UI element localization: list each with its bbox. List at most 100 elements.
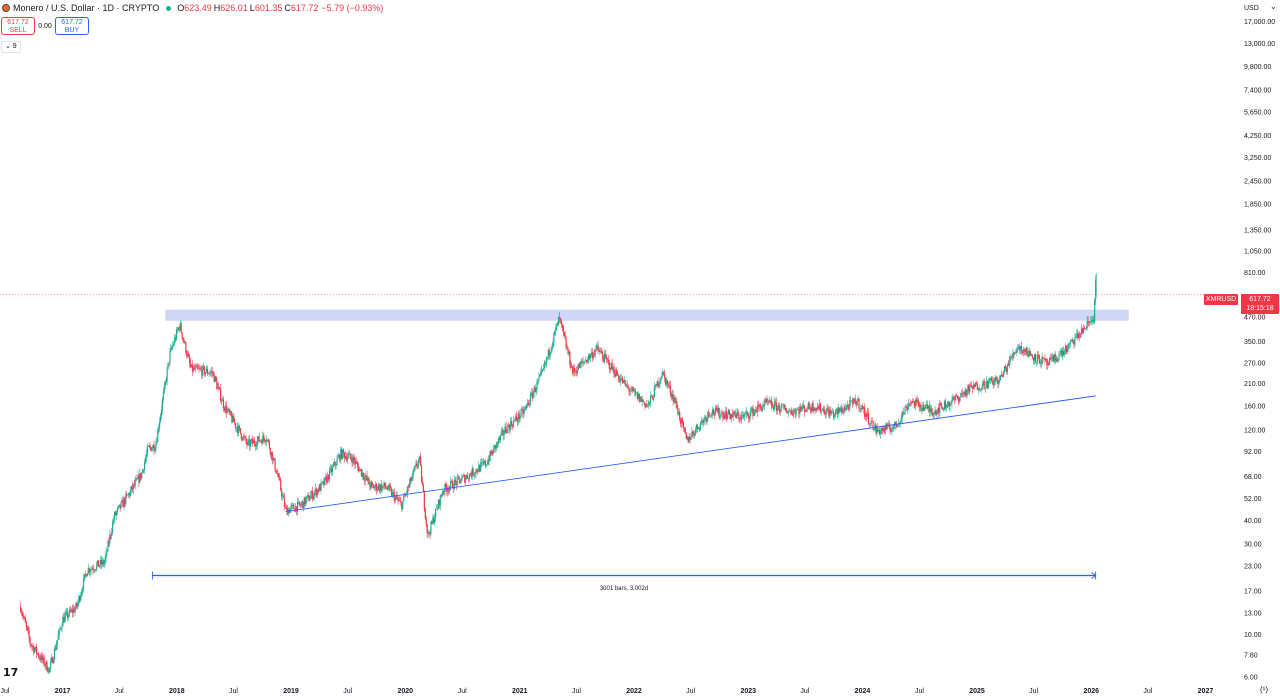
candle-body	[740, 418, 742, 420]
time-tick-label: 2027	[1198, 688, 1214, 695]
candle-body	[354, 460, 356, 465]
candle-body	[485, 464, 487, 466]
price-tick-label: 270.00	[1244, 360, 1266, 367]
candle-body	[713, 413, 716, 415]
candle-body	[1044, 358, 1046, 361]
candle-body	[46, 661, 48, 671]
price-tick-label: 30.00	[1244, 542, 1262, 549]
candle-body	[566, 347, 568, 349]
candle-body	[99, 559, 102, 566]
candle-body	[747, 413, 749, 418]
candle-body	[1028, 351, 1030, 358]
time-tick-label: 2017	[55, 688, 71, 695]
candle-body	[1080, 327, 1083, 335]
candle-body	[603, 358, 605, 362]
candle-body	[97, 560, 99, 565]
candle-body	[147, 445, 149, 447]
candle-body	[521, 409, 523, 410]
candle-body	[97, 560, 100, 567]
candle-body	[476, 469, 478, 472]
candle-body	[261, 440, 263, 444]
candle-body	[1000, 374, 1002, 376]
candle-body	[676, 401, 678, 409]
candle-body	[777, 404, 779, 407]
candle-body	[80, 595, 82, 601]
candle-body	[503, 433, 505, 435]
candle-body	[990, 377, 993, 381]
candle-body	[72, 608, 74, 613]
candle-body	[859, 408, 861, 410]
candle-body	[1057, 359, 1059, 362]
candle-body	[221, 399, 224, 402]
candle-body	[1067, 344, 1069, 349]
candle-body	[464, 475, 466, 483]
candle-body	[429, 533, 431, 535]
time-tick-label: 2019	[283, 688, 299, 695]
candle-body	[828, 410, 830, 417]
candle-body	[51, 657, 54, 664]
candle-body	[63, 617, 65, 623]
candle-body	[117, 506, 119, 509]
candle-body	[413, 469, 415, 471]
buy-button[interactable]: 617.72 BUY	[55, 17, 89, 35]
candle-body	[304, 497, 306, 505]
candle-body	[1037, 354, 1039, 356]
buy-price: 617.72	[61, 19, 83, 26]
candle-body	[277, 473, 279, 477]
chevron-icon[interactable]: ⌄	[1270, 2, 1277, 11]
candle-body	[473, 474, 475, 476]
candle-body	[1018, 346, 1020, 349]
candle-body	[58, 628, 60, 636]
candle-body	[29, 637, 31, 644]
candle-body	[594, 350, 596, 355]
candle-body	[530, 392, 532, 395]
indicators-toggle-button[interactable]: ⌄ 9	[1, 41, 21, 53]
candle-body	[598, 349, 600, 352]
sell-button[interactable]: 617.72 SELL	[1, 17, 35, 35]
candle-body	[435, 508, 438, 509]
candle-body	[323, 481, 325, 486]
candle-body	[839, 410, 841, 412]
candle-body	[703, 417, 705, 423]
candle-body	[411, 476, 413, 481]
candle-body	[125, 494, 127, 504]
candle-body	[356, 461, 358, 464]
price-axis: 17,000.00 13,000.00 9,800.00 7,400.00 5,650.…	[1244, 19, 1275, 682]
candle-body	[364, 477, 366, 481]
candle-body	[560, 320, 563, 324]
close-label: C	[284, 3, 291, 13]
price-tick-label: 23.00	[1244, 564, 1262, 571]
candle-body	[407, 486, 409, 488]
candle-body	[347, 454, 349, 458]
tradingview-logo-icon[interactable]: 17	[3, 666, 19, 679]
price-tick-label: 13.00	[1244, 611, 1262, 618]
candle-body	[252, 440, 255, 444]
candle-body	[976, 384, 978, 390]
candle-body	[1036, 354, 1039, 362]
candle-body	[418, 458, 420, 465]
candle-body	[967, 385, 969, 391]
candle-body	[665, 377, 667, 385]
candle-body	[51, 657, 53, 662]
candle-body	[841, 407, 843, 413]
time-tick-label: 2026	[1083, 688, 1099, 695]
candle-body	[732, 414, 734, 418]
candle-body	[251, 439, 254, 444]
candle-body	[886, 424, 888, 429]
timezone-button[interactable]: (¹)	[1260, 685, 1268, 694]
bar-countdown: 18:15:18	[1246, 305, 1274, 312]
candle-body	[804, 409, 807, 412]
currency-label[interactable]: USD	[1244, 5, 1259, 12]
candle-body	[969, 385, 971, 392]
candle-body	[775, 402, 778, 411]
candle-body	[748, 417, 750, 419]
symbol-title[interactable]: Monero / U.S. Dollar · 1D · CRYPTO	[13, 3, 160, 13]
candle-body	[459, 479, 461, 484]
candle-body	[205, 372, 207, 375]
candle-body	[67, 615, 70, 618]
candle-body	[112, 522, 114, 533]
candle-body	[898, 422, 900, 424]
candle-body	[784, 408, 786, 409]
candle-body	[107, 541, 109, 552]
